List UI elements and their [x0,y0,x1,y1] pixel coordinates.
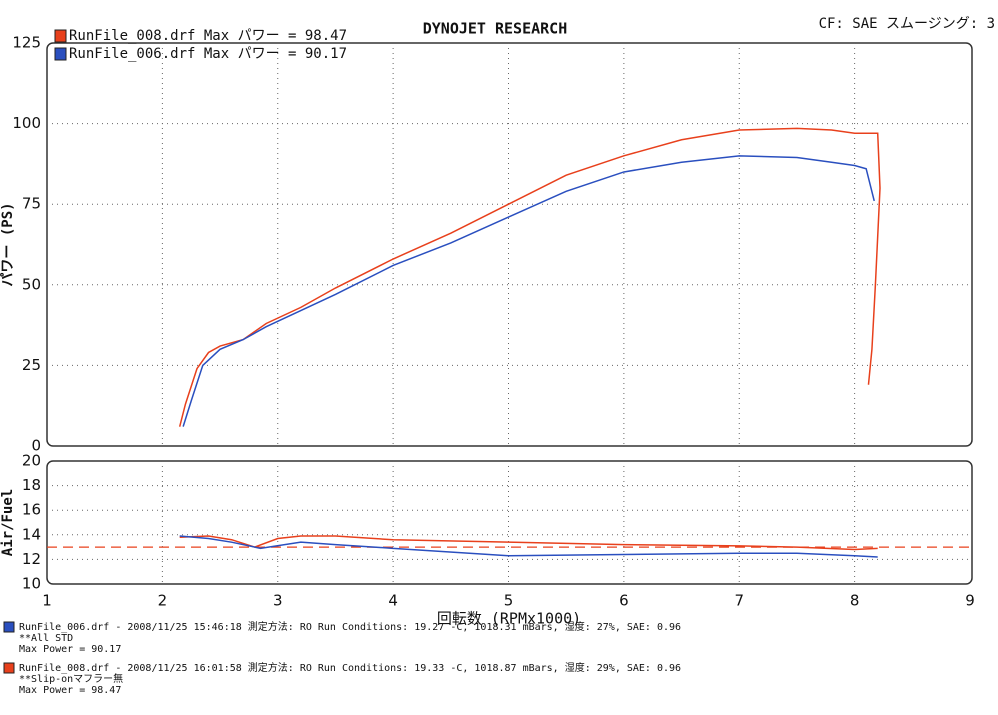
legend-label: RunFile_006.drf Max パワー = 90.17 [69,46,347,62]
data-line [178,127,881,427]
y-tick-label: 10 [22,575,41,593]
y-tick-label: 16 [22,501,41,519]
run-info: RunFile_006.drf - 2008/11/25 15:46:18 測定… [19,620,681,633]
run-info: Max Power = 98.47 [19,685,121,696]
x-tick-label: 9 [965,592,975,610]
y-tick-label: 20 [22,452,41,470]
y-tick-label: 100 [12,114,41,132]
run-info: **Slip-onマフラー無 [19,672,123,685]
run-info: Max Power = 90.17 [19,644,121,655]
y-tick-label: 14 [22,525,41,543]
y-tick-label: 75 [22,195,41,213]
data-line [182,155,875,427]
legend-label: RunFile_008.drf Max パワー = 98.47 [69,28,347,44]
x-tick-label: 6 [619,592,629,610]
panel-frame [46,42,973,447]
legend-swatch [54,29,67,43]
panel-frame [46,460,973,585]
x-tick-label: 7 [734,592,744,610]
y-tick-label: 125 [12,34,41,52]
x-tick-label: 8 [850,592,860,610]
y-tick-label: 0 [31,437,41,455]
run-info: **All STD [19,633,73,644]
legend-swatch [54,47,67,61]
x-tick-label: 3 [273,592,283,610]
y-tick-label: 25 [22,356,41,374]
run-swatch [3,662,15,674]
x-tick-label: 2 [158,592,168,610]
y-axis-label: パワー (PS) [0,202,16,286]
run-swatch [3,621,15,633]
y-axis-label: Air/Fuel [0,489,16,556]
x-tick-label: 4 [388,592,398,610]
y-tick-label: 18 [22,476,41,494]
settings: CF: SAE スムージング: 3 [819,16,995,32]
chart-title: DYNOJET RESEARCH [423,20,568,38]
x-tick-label: 1 [42,592,52,610]
x-tick-label: 5 [504,592,514,610]
data-line [179,535,878,558]
data-line [179,535,878,551]
y-tick-label: 50 [22,275,41,293]
run-info: RunFile_008.drf - 2008/11/25 16:01:58 測定… [19,661,681,674]
x-axis-label: 回転数 (RPMx1000) [437,610,581,628]
y-tick-label: 12 [22,550,41,568]
